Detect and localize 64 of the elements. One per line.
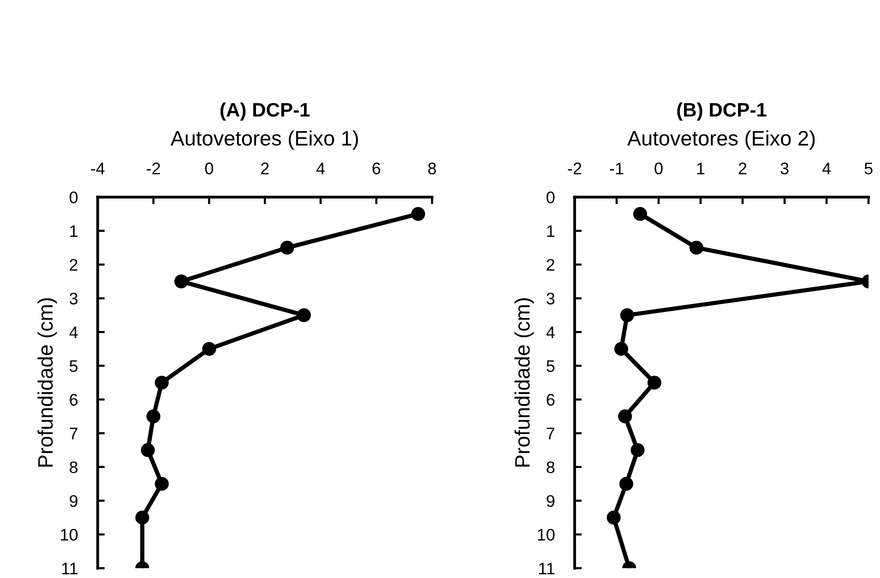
y-tick-label: 0 — [546, 192, 555, 204]
y-tick-label: 3 — [70, 292, 78, 305]
point — [154, 476, 169, 491]
chart-title: (B) DCP-1 — [677, 102, 766, 121]
x-tick-label: 2 — [261, 162, 269, 174]
y-tick-label: 9 — [546, 495, 554, 507]
x-tick-label: -2 — [568, 162, 582, 174]
y-tick-label: 7 — [70, 428, 78, 440]
y-tick-label: 7 — [546, 428, 554, 440]
x-tick-label: 5 — [864, 162, 872, 174]
y-tick-label: 10 — [60, 528, 78, 541]
y-tick-label: 0 — [70, 192, 78, 204]
point — [647, 376, 662, 390]
x-tick-label: 2 — [738, 162, 746, 174]
x-axis-title: Autovetores (Eixo 1) — [170, 130, 358, 150]
chart-title: (A) DCP-1 — [220, 102, 310, 121]
y-tick-label: 6 — [546, 394, 554, 406]
point — [411, 207, 426, 221]
x-tick-label: 1 — [697, 162, 704, 174]
y-tick-label: 2 — [546, 258, 554, 271]
y-tick-label: 2 — [70, 258, 78, 271]
y-tick-label: 10 — [538, 528, 555, 541]
x-tick-label: 4 — [822, 162, 831, 174]
y-tick-label: 5 — [546, 360, 554, 372]
y-tick-label: 1 — [70, 225, 78, 237]
x-axis-title: Autovetores (Eixo 2) — [627, 130, 815, 150]
y-tick-label: 4 — [546, 326, 555, 338]
point — [606, 510, 621, 525]
x-tick-label: 6 — [372, 162, 380, 174]
y-tick-label: 9 — [70, 495, 78, 507]
y-axis-title: Profundidade (cm) — [514, 298, 534, 467]
x-tick-label: 0 — [205, 162, 214, 174]
x-tick-label: -2 — [146, 162, 160, 174]
point — [633, 207, 648, 221]
x-tick-label: -1 — [610, 162, 624, 174]
y-tick-label: 5 — [70, 360, 78, 372]
y-axis-title: Profundidade (cm) — [38, 298, 57, 467]
point — [630, 443, 645, 458]
y-tick-label: 11 — [539, 562, 554, 574]
point — [614, 342, 628, 356]
point — [174, 274, 188, 288]
y-tick-label: 11 — [62, 562, 78, 574]
point — [154, 376, 169, 390]
y-tick-label: 6 — [70, 394, 78, 406]
point — [140, 443, 155, 458]
x-tick-label: 4 — [316, 162, 325, 174]
point — [146, 409, 160, 424]
x-tick-label: 8 — [428, 162, 436, 174]
point — [135, 510, 150, 525]
point — [296, 308, 311, 322]
y-tick-label: 8 — [70, 461, 78, 474]
point — [280, 240, 294, 255]
y-tick-label: 4 — [69, 326, 78, 338]
y-tick-label: 1 — [547, 225, 554, 237]
x-tick-label: 0 — [654, 162, 663, 174]
y-tick-label: 8 — [546, 461, 554, 474]
point — [202, 342, 216, 356]
point — [619, 476, 634, 491]
point — [689, 240, 704, 255]
y-tick-label: 3 — [546, 292, 554, 305]
point — [618, 409, 632, 424]
point — [620, 308, 634, 322]
x-tick-label: 3 — [780, 162, 788, 174]
x-tick-label: -4 — [91, 162, 105, 174]
